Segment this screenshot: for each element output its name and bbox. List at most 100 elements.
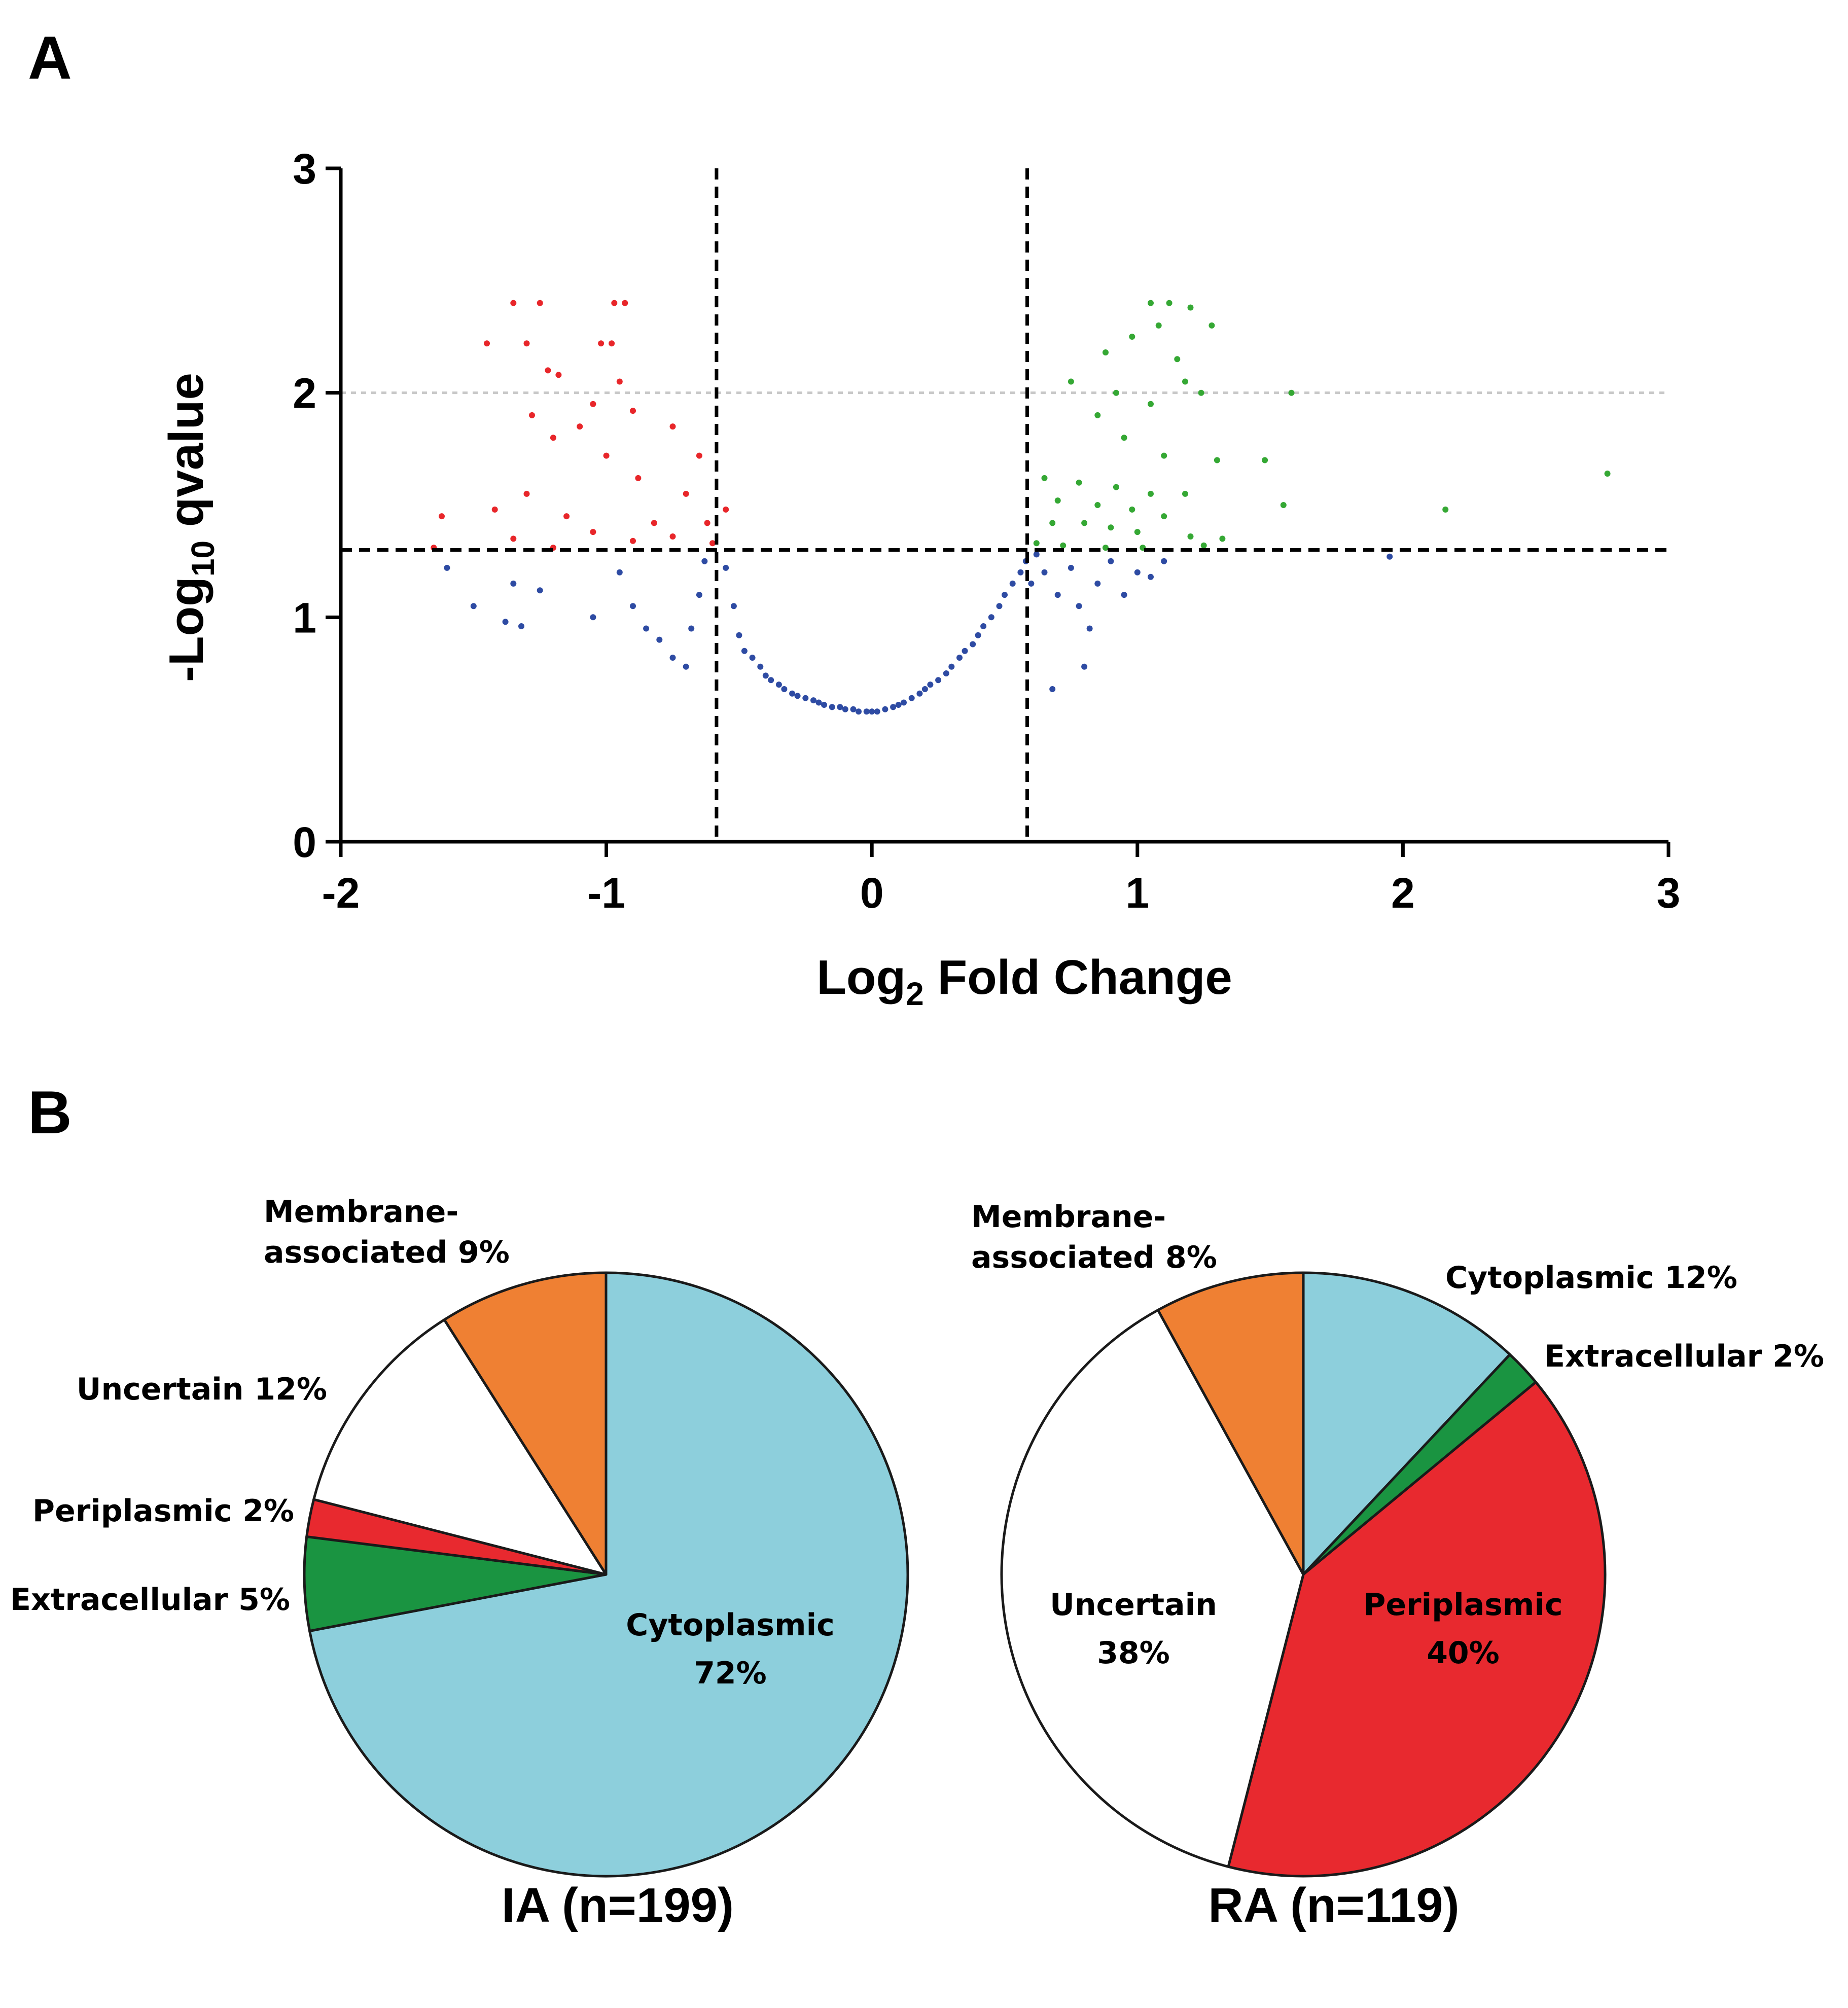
pie-label-extracellular: Extracellular 2% (1544, 1339, 1824, 1374)
point-down-regulated (616, 378, 623, 385)
point-not-significant (656, 636, 663, 643)
point-not-significant (1134, 569, 1141, 576)
panel-letter-a: A (28, 24, 72, 92)
point-not-significant (1049, 686, 1056, 692)
point-up-regulated (1134, 529, 1141, 535)
point-not-significant (775, 682, 782, 688)
point-not-significant (856, 708, 862, 715)
point-not-significant (821, 702, 827, 708)
point-not-significant (1121, 592, 1127, 598)
point-up-regulated (1103, 349, 1109, 355)
point-up-regulated (1187, 304, 1194, 311)
pie-label-line: associated 8% (971, 1240, 1217, 1275)
point-down-regulated (651, 520, 657, 526)
pie-label-extracellular: Extracellular 5% (10, 1582, 290, 1618)
point-not-significant (1054, 592, 1061, 598)
point-up-regulated (1094, 502, 1101, 508)
point-not-significant (890, 704, 897, 710)
point-not-significant (916, 690, 923, 697)
pie-label-line: Extracellular 5% (10, 1582, 290, 1618)
point-not-significant (1033, 551, 1040, 558)
point-not-significant (901, 699, 907, 706)
point-down-regulated (635, 475, 642, 481)
point-up-regulated (1108, 524, 1114, 531)
point-not-significant (688, 625, 695, 632)
x-axis-title-main: Log (816, 950, 906, 1005)
point-not-significant (863, 708, 870, 715)
point-down-regulated (529, 412, 535, 418)
point-not-significant (988, 614, 994, 621)
pie-label-periplasmic: Periplasmic 40% (1363, 1587, 1562, 1671)
point-not-significant (829, 704, 835, 710)
point-up-regulated (1148, 300, 1154, 306)
point-not-significant (781, 686, 788, 692)
x-tick-label: 1 (1125, 869, 1149, 917)
point-not-significant (762, 672, 769, 679)
pie-slice-extracellular (303, 1535, 608, 1632)
pie-label-line: Uncertain (1050, 1587, 1217, 1623)
point-not-significant (895, 702, 902, 708)
point-down-regulated (510, 535, 517, 542)
pie-label-line: associated 9% (264, 1235, 510, 1270)
point-not-significant (1028, 580, 1035, 587)
point-not-significant (869, 708, 875, 715)
point-not-significant (943, 670, 949, 676)
point-up-regulated (1113, 389, 1119, 396)
point-down-regulated (537, 300, 543, 306)
pie-label-line: 72% (694, 1656, 767, 1691)
pie-label-uncertain: Uncertain 38% (1050, 1587, 1217, 1671)
series-down-regulated (431, 300, 729, 551)
point-down-regulated (669, 533, 676, 540)
point-not-significant (1041, 569, 1048, 576)
x-axis-title: Log2 Fold Change (816, 950, 1232, 1012)
pie-label-line: 40% (1427, 1635, 1500, 1671)
point-not-significant (630, 603, 636, 609)
tick-labels: 0 1 2 3 -2 -1 0 1 2 3 (293, 145, 1680, 917)
point-up-regulated (1187, 533, 1194, 540)
point-down-regulated (545, 367, 551, 374)
point-not-significant (643, 625, 650, 632)
point-not-significant (882, 706, 889, 712)
pie-slice-membrane-associated (1156, 1271, 1305, 1576)
point-up-regulated (1442, 506, 1449, 513)
x-tick-label: -2 (322, 869, 360, 917)
point-not-significant (749, 655, 756, 661)
pie-chart-ra: Cytoplasmic 12% Extracellular 2% Periplasm… (971, 1199, 1824, 1878)
point-not-significant (1148, 573, 1154, 580)
y-tick-label: 1 (293, 594, 316, 641)
point-up-regulated (1076, 479, 1082, 486)
point-down-regulated (439, 513, 445, 520)
point-not-significant (948, 663, 955, 670)
point-up-regulated (1155, 322, 1162, 329)
point-up-regulated (1280, 502, 1287, 508)
point-not-significant (701, 558, 708, 564)
point-not-significant (510, 580, 517, 587)
pie-slice-uncertain (312, 1318, 608, 1576)
point-not-significant (927, 682, 934, 688)
pie-label-line: Membrane- (264, 1194, 458, 1230)
point-up-regulated (1129, 506, 1135, 513)
point-not-significant (768, 677, 774, 684)
point-up-regulated (1262, 457, 1268, 463)
point-not-significant (1068, 564, 1074, 571)
point-up-regulated (1182, 378, 1188, 385)
point-not-significant (518, 623, 524, 629)
point-down-regulated (696, 452, 702, 459)
point-not-significant (1002, 592, 1008, 598)
point-up-regulated (1161, 452, 1167, 459)
y-axis-title-main: -Log (159, 577, 214, 682)
y-tick-label: 0 (293, 818, 316, 866)
pie-label-line: Cytoplasmic (626, 1607, 834, 1643)
pie-label-uncertain: Uncertain 12% (77, 1372, 327, 1407)
point-down-regulated (630, 537, 636, 544)
point-not-significant (741, 648, 748, 654)
pie-label-cytoplasmic: Cytoplasmic 72% (626, 1607, 834, 1691)
pie-label-line: 38% (1097, 1635, 1170, 1671)
point-not-significant (921, 686, 928, 692)
point-not-significant (815, 699, 822, 706)
point-up-regulated (1068, 378, 1074, 385)
pie-label-cytoplasmic: Cytoplasmic 12% (1445, 1260, 1737, 1296)
point-down-regulated (598, 340, 605, 347)
point-down-regulated (590, 529, 596, 535)
